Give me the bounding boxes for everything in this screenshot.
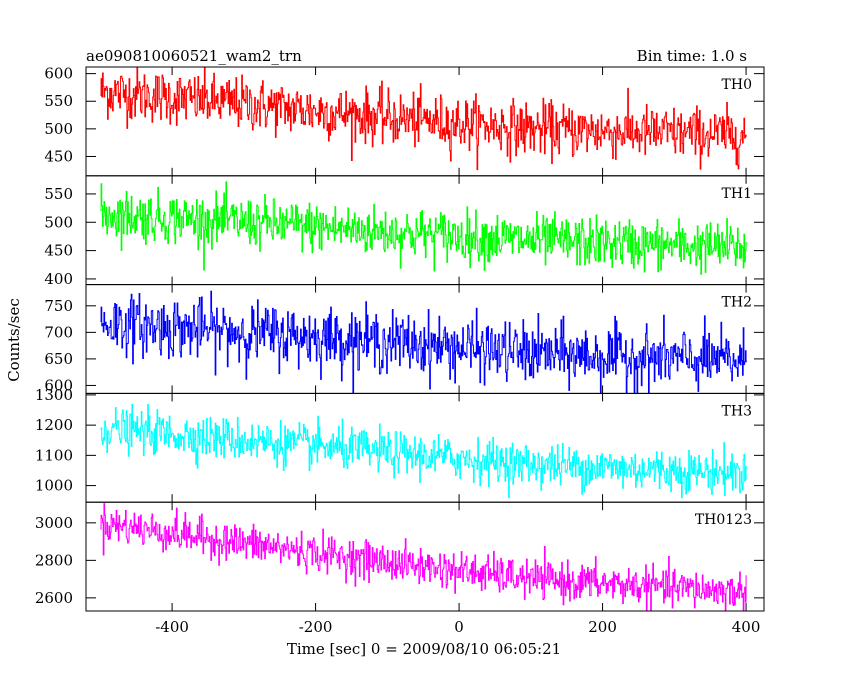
y-tick-label: 1000 xyxy=(35,477,73,495)
panel-label-th1: TH1 xyxy=(722,186,752,202)
x-tick-label: 400 xyxy=(732,618,761,636)
y-tick-label: 450 xyxy=(44,147,73,165)
y-tick-label: 400 xyxy=(44,270,73,288)
y-tick-label: 500 xyxy=(44,120,73,138)
x-axis: -400 -200 0 200 400 xyxy=(155,618,760,636)
y-axis-title: Counts/sec xyxy=(5,298,23,382)
x-tick-label: 200 xyxy=(588,618,617,636)
chart-title: ae090810060521_wam2_trn xyxy=(86,47,302,65)
y-tick-label: 650 xyxy=(44,350,73,368)
y-tick-label: 1100 xyxy=(35,446,73,464)
x-tick-label: -400 xyxy=(155,618,189,636)
series-line-th0 xyxy=(100,67,747,171)
y-tick-label: 550 xyxy=(44,92,73,110)
y-tick-label: 750 xyxy=(44,297,73,315)
panel-th0: 450 500 550 600 TH0 xyxy=(44,65,765,177)
y-tick-label: 700 xyxy=(44,323,73,341)
y-tick-label: 450 xyxy=(44,242,73,260)
panel-th2: 600 650 700 750 TH2 xyxy=(44,284,765,394)
series-line-th1 xyxy=(100,181,747,275)
x-tick-label: 0 xyxy=(454,618,464,636)
panel-th3: 1000 1100 1200 1300 TH3 xyxy=(35,386,765,503)
y-tick-label: 1300 xyxy=(35,386,73,404)
panels-group: 450 500 550 600 TH0 400 450 500 550 TH1 600 650 700 7… xyxy=(35,65,765,612)
y-tick-label: 600 xyxy=(44,65,73,83)
y-tick-label: 2600 xyxy=(35,589,73,607)
panel-th0123: 2600 2800 3000 TH0123 xyxy=(35,501,765,612)
panel-label-th2: TH2 xyxy=(722,295,752,311)
y-tick-label: 600 xyxy=(44,376,73,394)
panel-th1: 400 450 500 550 TH1 xyxy=(44,175,765,288)
y-tick-label: 500 xyxy=(44,213,73,231)
bin-time-label: Bin time: 1.0 s xyxy=(637,47,747,65)
series-line-th0123 xyxy=(100,503,747,612)
x-axis-title: Time [sec] 0 = 2009/08/10 06:05:21 xyxy=(287,640,561,658)
panel-label-th0123: TH0123 xyxy=(695,512,752,528)
y-tick-label: 2800 xyxy=(35,551,73,569)
series-line-th2 xyxy=(100,290,747,394)
panel-frame xyxy=(85,501,765,612)
y-tick-label: 3000 xyxy=(35,514,73,532)
series-line-th3 xyxy=(100,403,747,499)
y-tick-label: 1200 xyxy=(35,416,73,434)
y-tick-label: 550 xyxy=(44,185,73,203)
panel-label-th0: TH0 xyxy=(722,77,752,93)
x-tick-label: -200 xyxy=(299,618,333,636)
panel-label-th3: TH3 xyxy=(722,403,752,419)
